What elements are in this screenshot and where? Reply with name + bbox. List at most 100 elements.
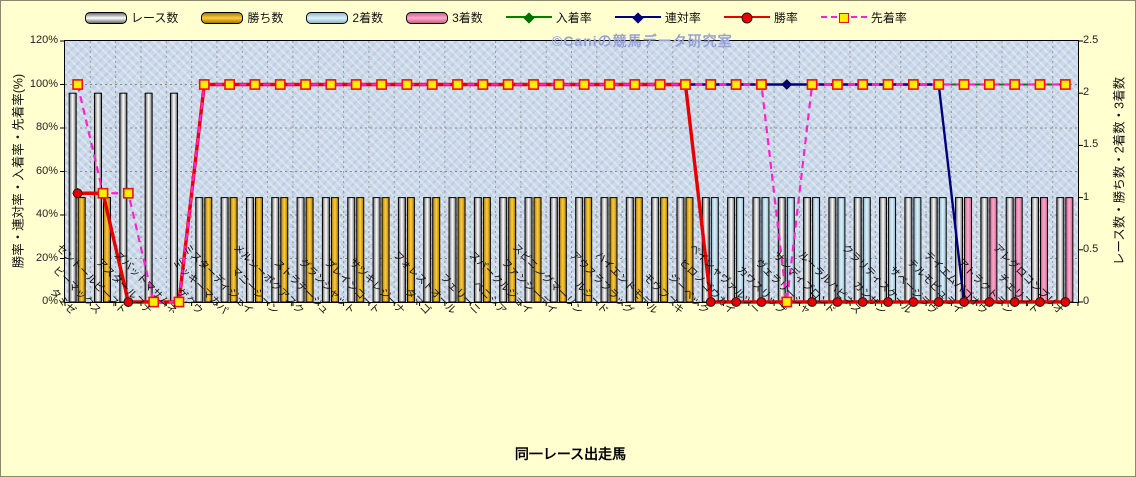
marker-先着率 [426,79,438,90]
legend-label: 入着率 [555,11,592,25]
watermark: ©Caniの競馬データ研究室 [552,33,733,49]
marker-先着率 [756,79,767,90]
marker-先着率 [274,79,286,90]
marker-先着率 [1034,79,1046,90]
x-axis-labels: タミゼ ビーマックス セントールビースト アスタールフナ ズバットマサムネ ゲクウ ミッキー… [47,242,1077,443]
marker-先着率 [781,296,793,308]
legend-item: 3着数 [406,9,483,26]
bar-レース数 [321,197,330,303]
bar-勝ち数 [533,197,542,303]
marker-勝率 [807,297,817,307]
marker-勝率 [731,297,742,307]
legend-line-swatch [820,11,867,24]
bar-勝ち数 [330,197,339,303]
left-axis-tick-label: 40% [35,208,58,220]
marker-先着率 [832,79,843,90]
marker-先着率 [958,79,970,90]
marker-勝率 [1009,297,1020,307]
legend-item: 2着数 [306,9,383,26]
marker-勝率 [857,297,868,307]
marker-先着率 [730,79,742,90]
legend-bar-swatch [406,11,449,24]
bar-勝ち数 [356,197,365,303]
legend-line-swatch [614,11,661,24]
legend-label: 2着数 [352,11,384,25]
legend-item: レース数 [85,9,178,26]
marker-先着率 [249,79,261,90]
marker-先着率 [350,79,362,90]
legend-bar-swatch [306,11,349,24]
marker-先着率 [72,79,84,90]
marker-勝率 [123,297,134,307]
chart-svg [60,40,1083,308]
right-axis-tick-label: 0 [1083,295,1090,307]
bar-勝ち数 [508,197,517,303]
bar-勝ち数 [482,197,491,303]
bar-レース数 [245,197,254,303]
marker-勝率 [984,297,995,307]
legend-item: 入着率 [505,9,592,26]
legend-label: レース数 [131,11,179,25]
bar-勝ち数 [204,197,213,303]
marker-先着率 [983,79,995,90]
bar-勝ち数 [685,197,694,303]
left-axis-tick-label: 60% [35,164,58,177]
marker-先着率 [882,79,894,90]
marker-先着率 [1059,79,1071,90]
bar-勝ち数 [660,197,669,303]
marker-先着率 [528,79,539,90]
bar-勝ち数 [280,197,289,303]
bar-勝ち数 [406,197,415,303]
right-axis-tick-label: 2.5 [1083,34,1099,46]
bar-勝ち数 [432,197,441,303]
marker-先着率 [325,79,337,90]
right-axis-tick-label: 2 [1083,86,1090,99]
marker-先着率 [122,187,134,199]
right-axis-title: レース数・勝ち数・2着数・3着数 [1112,76,1127,266]
legend-item: 勝率 [723,9,798,26]
bar-レース数 [347,197,356,303]
bar-レース数 [575,197,584,303]
bar-勝ち数 [254,197,263,303]
bar-勝ち数 [77,197,86,303]
marker-勝率 [832,297,843,307]
marker-先着率 [401,79,413,90]
marker-先着率 [553,79,565,90]
bar-レース数 [195,197,204,303]
legend-label: 3着数 [452,11,483,25]
marker-先着率 [857,79,869,90]
marker-先着率 [907,79,919,90]
bar-レース数 [296,197,305,303]
marker-先着率 [578,79,590,90]
left-axis-tick-label: 100% [29,77,58,90]
marker-先着率 [604,79,615,90]
bar-勝ち数 [457,197,466,303]
bar-レース数 [372,197,381,303]
marker-勝率 [705,297,716,307]
legend-label: 連対率 [664,11,701,25]
bar-レース数 [625,197,634,303]
marker-勝率 [933,297,944,307]
bar-レース数 [271,197,280,303]
bar-レース数 [600,197,609,303]
bar-勝ち数 [609,197,618,303]
legend-line-swatch [723,11,770,24]
legend-item: 連対率 [614,9,701,26]
plot-area [60,40,1083,308]
bar-勝ち数 [305,197,314,303]
right-axis-tick-label: 0.5 [1083,242,1099,255]
marker-先着率 [173,296,185,308]
bar-勝ち数 [558,197,567,303]
legend-label: 先着率 [870,11,907,25]
left-axis-title: 勝率・連対率・入着率・先着率(%) [11,73,26,269]
right-axis-tick-label: 1 [1083,190,1090,203]
legend-item: 勝ち数 [201,9,283,26]
bar-勝ち数 [381,197,390,303]
marker-先着率 [477,79,489,90]
bar-レース数 [499,197,508,303]
legend-bar-swatch [201,11,244,24]
legend-item: 先着率 [820,9,907,26]
marker-先着率 [198,79,210,90]
bar-レース数 [524,197,533,303]
bar-レース数 [676,197,685,303]
